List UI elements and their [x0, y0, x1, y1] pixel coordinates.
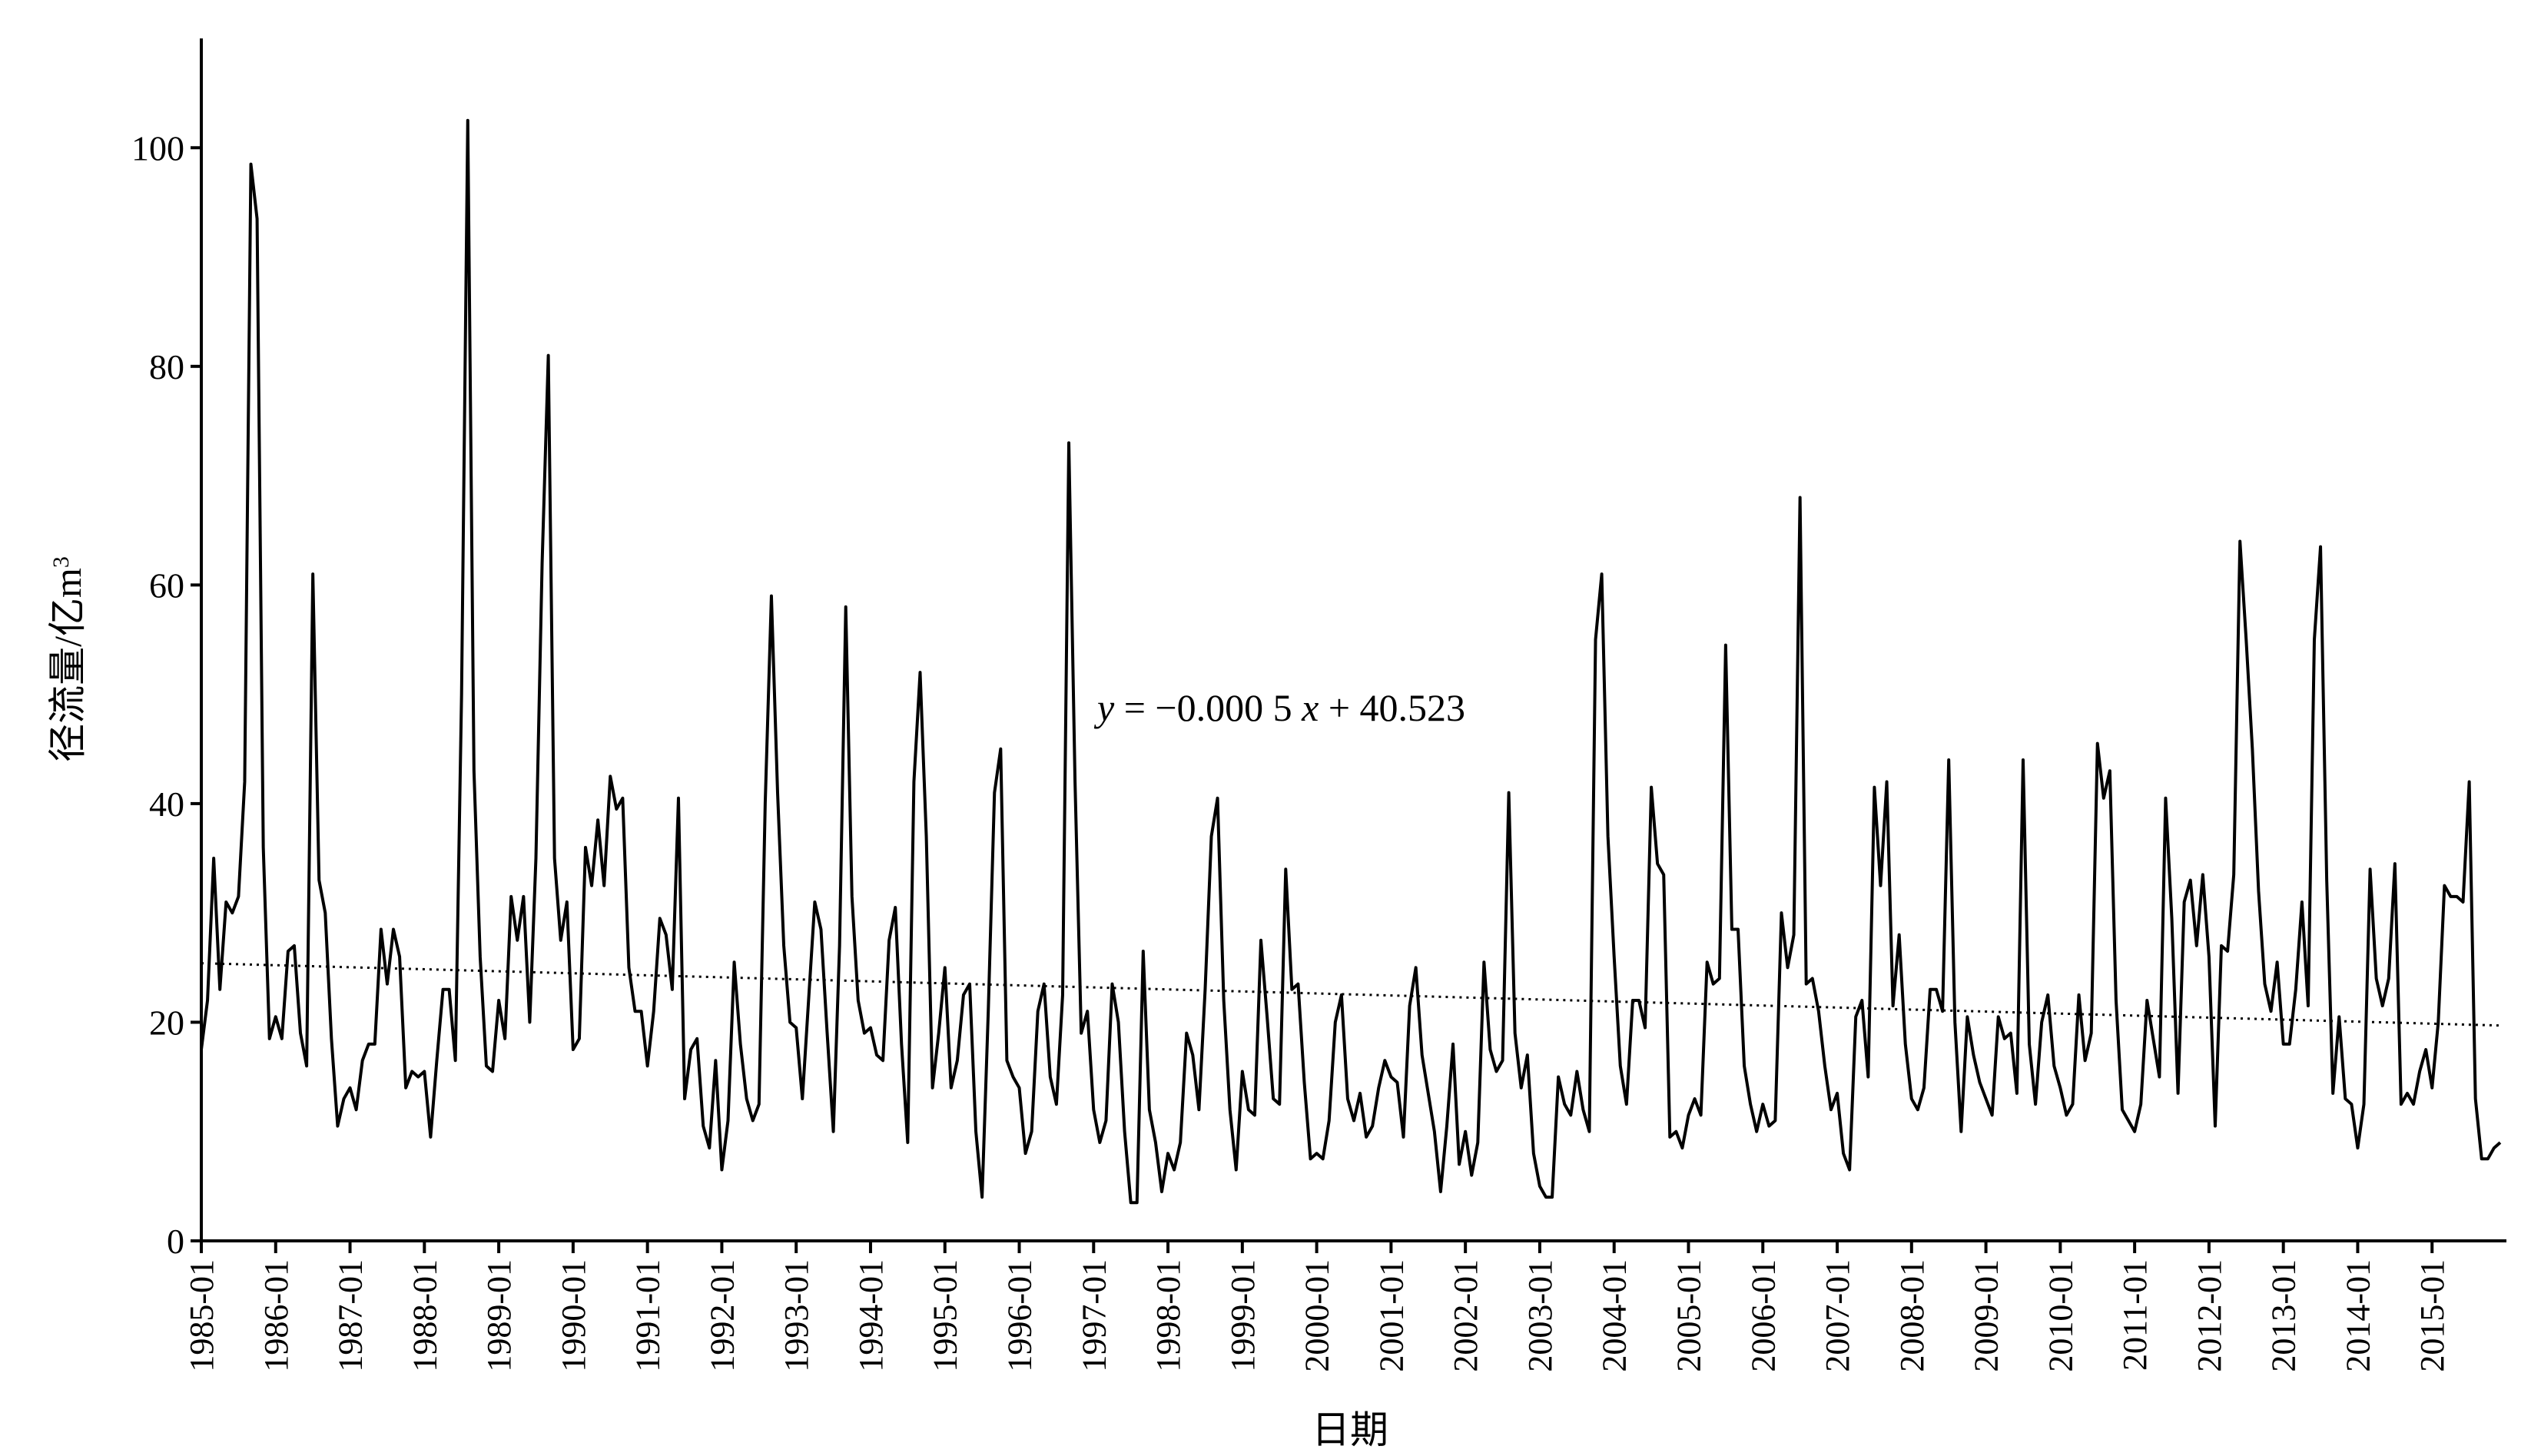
x-tick-label: 2004-01 [1596, 1259, 1634, 1372]
x-tick-label: 2014-01 [2339, 1259, 2377, 1372]
y-tick-label: 60 [149, 565, 184, 605]
x-tick-label: 2012-01 [2191, 1259, 2228, 1372]
x-tick-label: 2010-01 [2042, 1259, 2079, 1372]
y-ticks: 0 20 40 60 80 100 [131, 128, 201, 1261]
x-tick-label: 1988-01 [406, 1259, 443, 1372]
x-tick-label: 2006-01 [1744, 1259, 1782, 1372]
x-tick-label: 1985-01 [183, 1259, 221, 1372]
x-tick-label: 1989-01 [480, 1259, 518, 1372]
x-tick-label: 2009-01 [1968, 1259, 2005, 1372]
x-tick-label: 1993-01 [778, 1259, 815, 1372]
x-tick-label: 2000-01 [1299, 1259, 1336, 1372]
x-tick-label: 1991-01 [629, 1259, 667, 1372]
x-tick-label: 1992-01 [703, 1259, 741, 1372]
x-tick-label: 2001-01 [1372, 1259, 1410, 1372]
x-tick-label: 1996-01 [1001, 1259, 1039, 1372]
x-tick-label: 2013-01 [2265, 1259, 2303, 1372]
x-tick-label: 2011-01 [2116, 1259, 2154, 1371]
y-tick-label: 80 [149, 347, 184, 386]
equation-tail: + 40.523 [1319, 686, 1465, 729]
x-tick-label: 2007-01 [1819, 1259, 1856, 1372]
series-line [200, 118, 2502, 1205]
y-tick-label: 40 [149, 784, 184, 824]
x-tick-label: 2008-01 [1893, 1259, 1931, 1372]
x-tick-label: 1990-01 [555, 1259, 592, 1372]
trendline [201, 962, 2500, 1027]
x-tick-label: 2002-01 [1447, 1259, 1484, 1372]
x-tick-label: 1997-01 [1075, 1259, 1113, 1372]
x-tick-label: 1998-01 [1149, 1259, 1187, 1372]
y-axis-title-sup: 3 [48, 556, 74, 568]
y-tick-label: 0 [167, 1222, 184, 1261]
x-tick-label: 2005-01 [1670, 1259, 1707, 1372]
equation-y: y [1093, 686, 1115, 729]
y-axis-title-main: 径流量/亿m [46, 568, 89, 762]
y-tick-label: 100 [131, 128, 184, 167]
x-tick-label: 2003-01 [1521, 1259, 1559, 1372]
x-axis-title: 日期 [1312, 1408, 1388, 1451]
equation-rest: = −0.000 5 [1114, 686, 1302, 729]
series-layer [200, 118, 2502, 1205]
y-tick-label: 20 [149, 1003, 184, 1042]
x-tick-label: 1986-01 [257, 1259, 295, 1372]
x-tick-label: 1987-01 [332, 1259, 370, 1372]
x-tick-label: 2015-01 [2413, 1259, 2451, 1372]
equation-x: x [1301, 686, 1319, 729]
trendline-layer [201, 962, 2500, 1027]
x-tick-label: 1995-01 [927, 1259, 964, 1372]
y-axis-title: 径流量/亿m3 [46, 556, 89, 762]
x-tick-label: 1999-01 [1224, 1259, 1262, 1372]
x-tick-label: 1994-01 [852, 1259, 890, 1372]
trendline-equation: y = −0.000 5 x + 40.523 [1093, 686, 1465, 729]
x-ticks: 1985-01 1986-01 1987-01 1988-01 1989-01 1990-… [183, 1241, 2451, 1372]
